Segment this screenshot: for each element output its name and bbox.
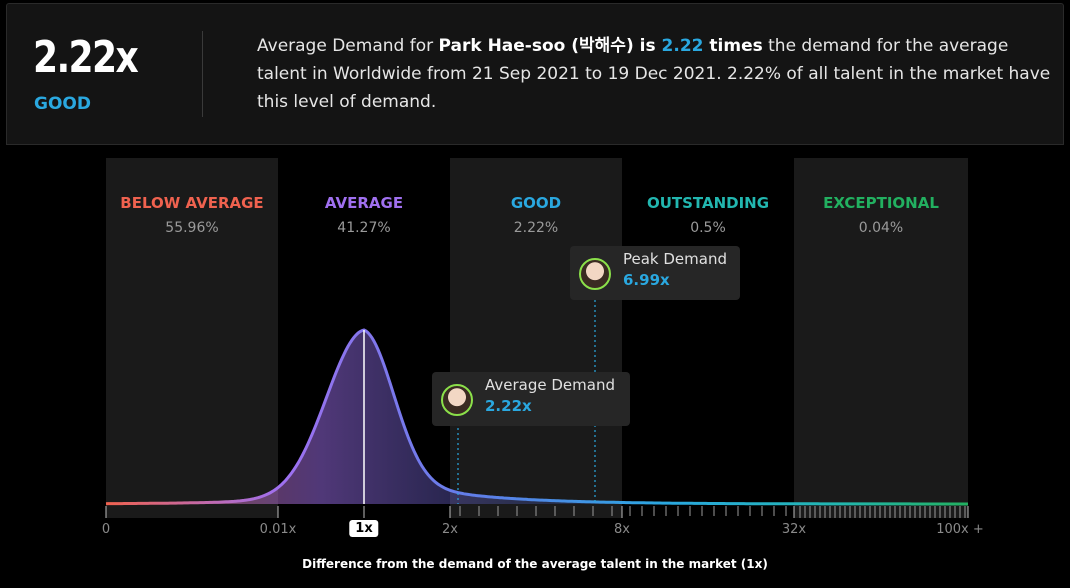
tooltip-value: 6.99x [623,271,670,289]
desc-value: 2.22 [661,36,704,56]
band-label: GOOD [510,194,562,212]
band-label: OUTSTANDING [646,194,770,212]
demand-distribution-chart: BELOW AVERAGE 55.96% AVERAGE 41.27% GOOD… [0,145,1070,588]
demand-rating: GOOD [34,94,91,114]
band-percent: 41.27% [337,220,391,236]
x-tick-label-selected[interactable]: 1x [349,520,379,537]
desc-prefix: Average Demand for [257,36,439,56]
band-good: GOOD 2.22% [450,158,622,518]
x-tick-label: 0 [101,522,111,537]
divider [202,31,203,117]
talent-avatar [579,258,611,290]
band-label: AVERAGE [324,194,404,212]
x-axis-title: Difference from the demand of the averag… [302,557,768,571]
band-average: AVERAGE 41.27% [278,158,450,518]
demand-summary-panel: 2.22x GOOD Average Demand for Park Hae-s… [6,3,1064,145]
band-label: EXCEPTIONAL [823,194,939,212]
band-outstanding: OUTSTANDING 0.5% [622,158,794,518]
x-tick-label: 8x [614,522,630,537]
talent-name: Park Hae-soo (박해수) [438,36,634,56]
band-percent: 0.5% [690,220,726,236]
distribution-area [106,330,968,504]
average-demand-tooltip: Average Demand 2.22x [432,372,630,426]
band-percent: 55.96% [165,220,219,236]
axis-ticks [105,506,969,518]
demand-description: Average Demand for Park Hae-soo (박해수) is… [257,32,1057,116]
x-tick-label: 2x [442,522,458,537]
distribution-plot [105,295,969,518]
distribution-line [105,328,968,506]
desc-is: is [633,36,662,56]
x-tick-label: 0.01x [259,522,297,537]
band-percent: 2.22% [513,220,559,236]
desc-times: times [703,36,763,56]
talent-avatar [441,384,473,416]
demand-value: 2.22x [33,32,139,83]
tooltip-title: Average Demand [485,376,615,394]
x-tick-label: 32x [781,522,807,537]
band-label: BELOW AVERAGE [120,194,264,212]
tooltip-value: 2.22x [485,397,532,415]
tooltip-title: Peak Demand [623,250,727,268]
band-percent: 0.04% [858,220,904,236]
desc-suffix: the demand for the average talent in Wor… [257,36,1051,112]
band-below-average: BELOW AVERAGE 55.96% [106,158,278,518]
peak-demand-tooltip: Peak Demand 6.99x [570,246,740,300]
x-tick-label: 100x + [936,522,984,537]
band-exceptional: EXCEPTIONAL 0.04% [794,158,968,518]
